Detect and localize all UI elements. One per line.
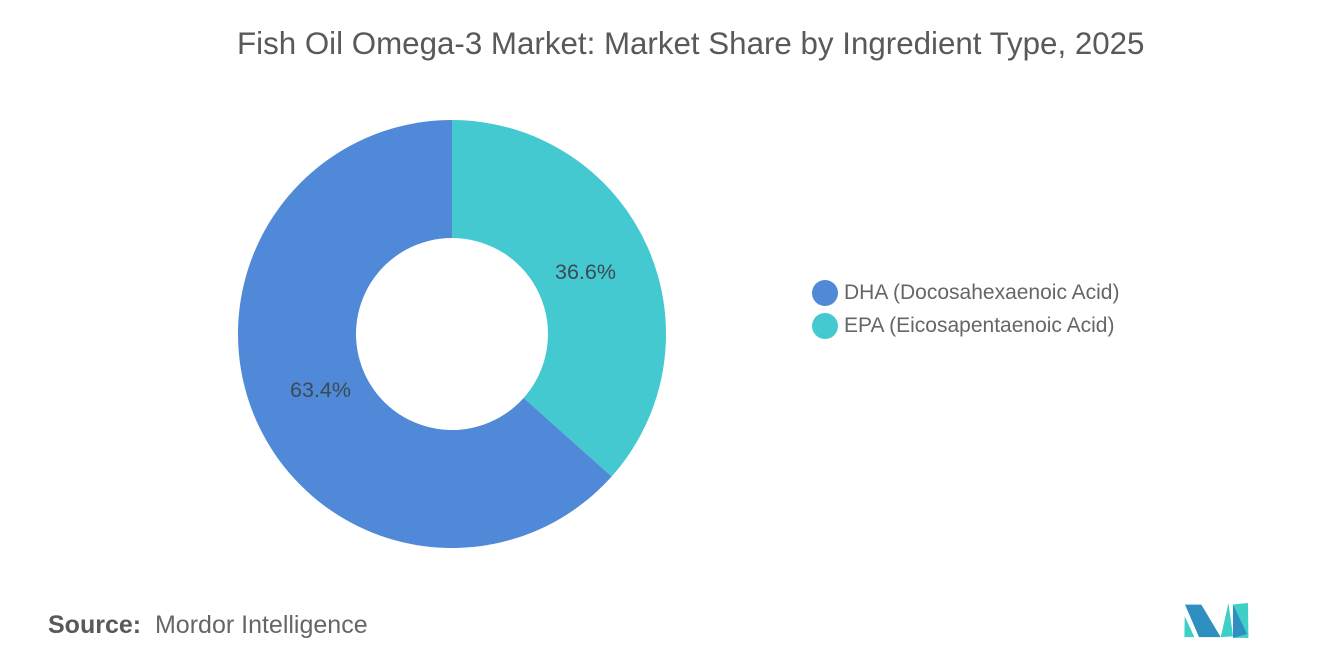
svg-text:36.6%: 36.6% <box>555 260 616 284</box>
svg-text:63.4%: 63.4% <box>290 378 351 402</box>
